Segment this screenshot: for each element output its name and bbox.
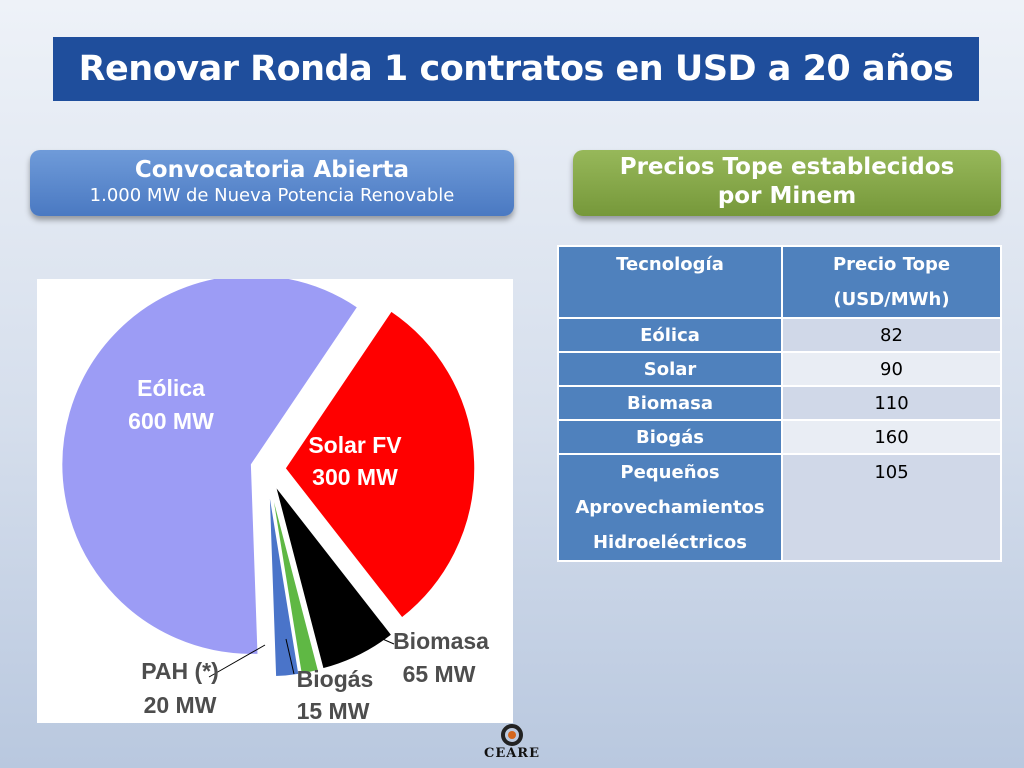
slice-biogas <box>269 486 320 676</box>
header-precio-tope-line2: (USD/MWh) <box>833 289 950 310</box>
precios-tope-line1: Precios Tope establecidos <box>619 154 955 180</box>
tech-cell: Solar <box>557 351 783 387</box>
price-table-header-row: Tecnología Precio Tope (USD/MWh) <box>557 245 1002 319</box>
ceare-logo-text: CEARE <box>483 746 541 761</box>
header-precio-tope-line1: Precio Tope <box>832 254 951 275</box>
slice-biomasa <box>274 484 394 670</box>
slice-value-biogas: 15 MW <box>297 698 370 723</box>
slice-eolica <box>60 279 359 656</box>
slice-label-pah: PAH (*) <box>141 658 219 684</box>
table-row: Biomasa 110 <box>557 385 1002 421</box>
slice-label-biogas: Biogás <box>297 666 374 692</box>
tech-line: Aprovechamientos <box>575 497 765 518</box>
slice-label-eolica: Eólica <box>137 375 205 401</box>
convocatoria-subtitle: 1.000 MW de Nueva Potencia Renovable <box>89 185 455 206</box>
slice-label-biomasa: Biomasa <box>393 628 489 654</box>
precios-tope-line2: por Minem <box>717 183 857 209</box>
slide-title-text: Renovar Ronda 1 contratos en USD a 20 añ… <box>78 49 954 89</box>
convocatoria-title: Convocatoria Abierta <box>134 157 410 183</box>
price-cell: 160 <box>781 419 1002 455</box>
slice-value-pah: 20 MW <box>144 692 217 718</box>
tech-cell: Biogás <box>557 419 783 455</box>
price-table: Tecnología Precio Tope (USD/MWh) Eólica … <box>557 245 1002 562</box>
leader-line-pah <box>208 644 266 678</box>
price-cell: 110 <box>781 385 1002 421</box>
price-cell: 105 <box>781 453 1002 562</box>
pie-chart-container: Eólica 600 MW Solar FV 300 MW Biomasa 65… <box>37 279 513 723</box>
tech-cell: Biomasa <box>557 385 783 421</box>
tech-line: Pequeños <box>620 462 720 483</box>
slice-pah <box>268 486 300 678</box>
convocatoria-box: Convocatoria Abierta 1.000 MW de Nueva P… <box>30 150 514 216</box>
tech-cell: Eólica <box>557 317 783 353</box>
ceare-logo: CEARE <box>482 723 542 768</box>
tech-line: Hidroeléctricos <box>592 532 748 553</box>
price-cell: 82 <box>781 317 1002 353</box>
precios-tope-box: Precios Tope establecidos por Minem <box>573 150 1001 216</box>
slice-value-biomasa: 65 MW <box>403 661 476 687</box>
header-tecnologia: Tecnología <box>557 245 783 319</box>
table-row: Pequeños Aprovechamientos Hidroeléctrico… <box>557 453 1002 562</box>
slide-title: Renovar Ronda 1 contratos en USD a 20 añ… <box>53 37 979 101</box>
slice-solar <box>284 309 476 620</box>
leader-line-biomasa <box>354 626 395 645</box>
tech-cell: Pequeños Aprovechamientos Hidroeléctrico… <box>557 453 783 562</box>
price-cell: 90 <box>781 351 1002 387</box>
pie-chart: Eólica 600 MW Solar FV 300 MW Biomasa 65… <box>60 279 489 723</box>
table-row: Solar 90 <box>557 351 1002 387</box>
table-row: Eólica 82 <box>557 317 1002 353</box>
slice-value-solar: 300 MW <box>312 464 398 490</box>
table-row: Biogás 160 <box>557 419 1002 455</box>
slice-label-solar: Solar FV <box>308 432 402 458</box>
leader-line-biogas <box>285 638 295 675</box>
header-precio-tope: Precio Tope (USD/MWh) <box>781 245 1002 319</box>
ceare-ring-icon <box>501 724 523 746</box>
slice-value-eolica: 600 MW <box>128 408 214 434</box>
